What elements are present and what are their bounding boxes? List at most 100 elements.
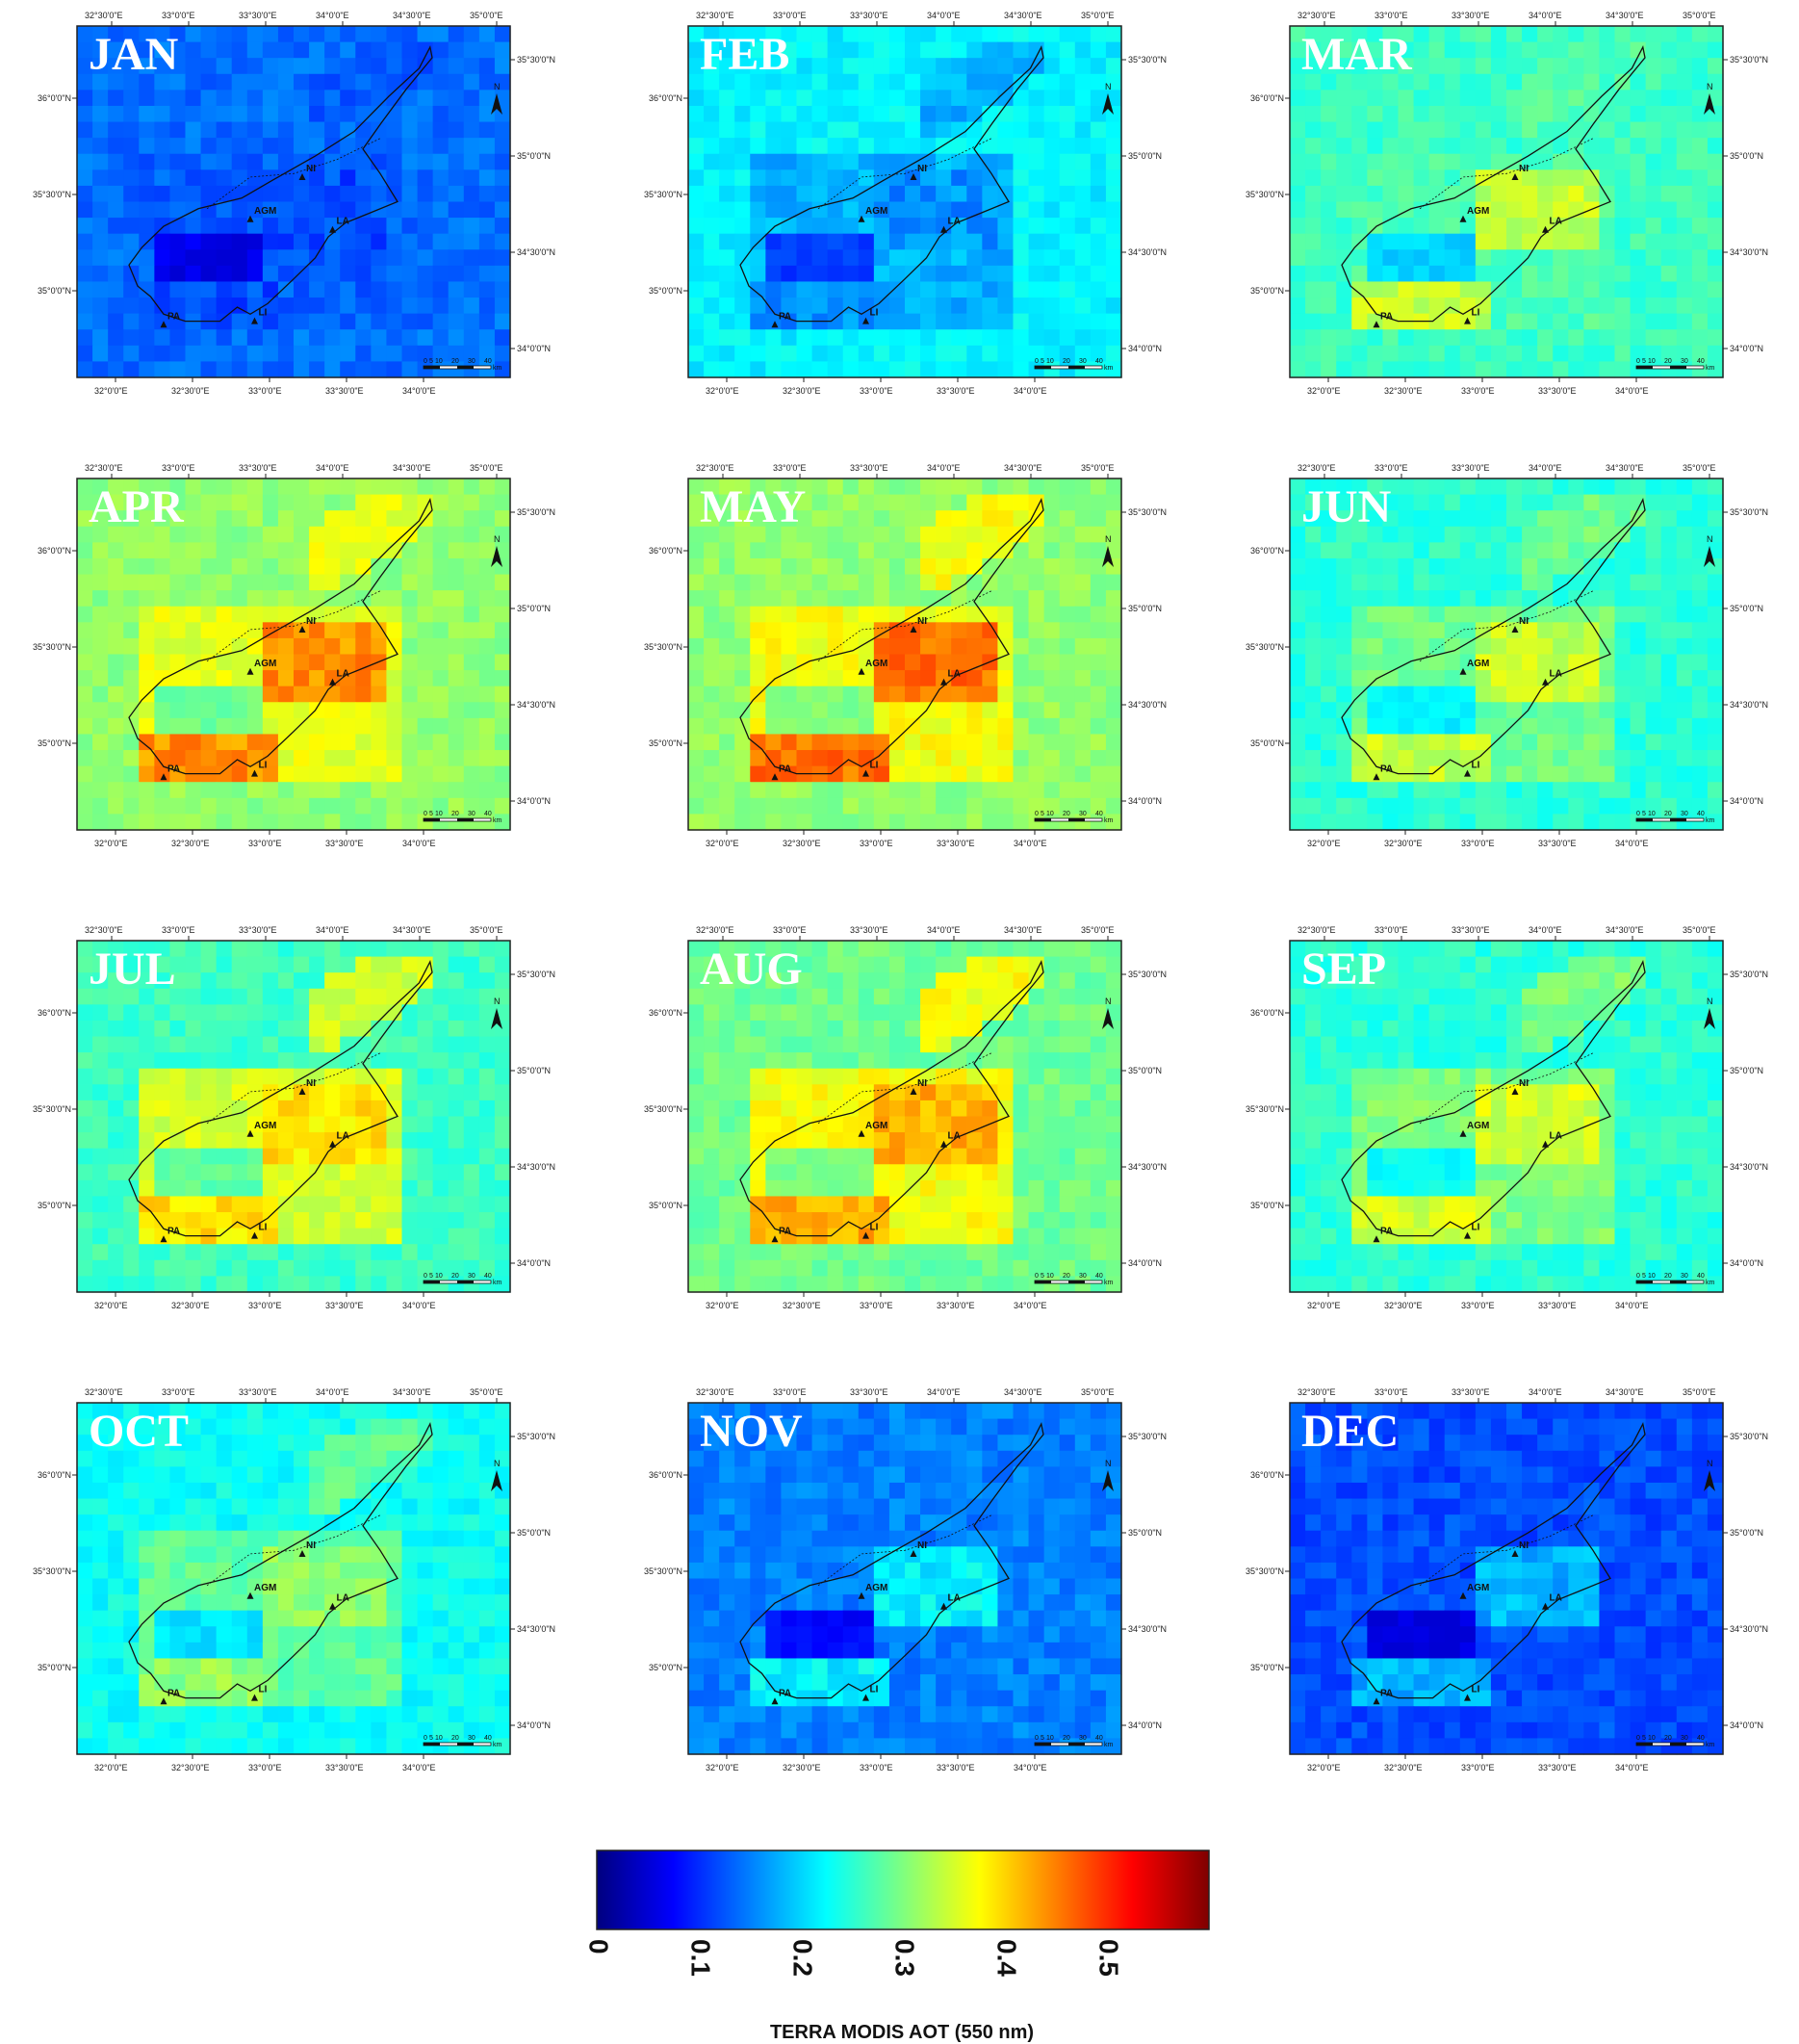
aot-pixel — [1059, 233, 1076, 250]
aot-pixel — [1090, 153, 1107, 170]
aot-pixel — [231, 1036, 248, 1053]
aot-pixel — [1028, 153, 1045, 170]
scale-bar-label: 5 — [429, 1273, 433, 1280]
aot-pixel — [154, 1052, 171, 1070]
aot-pixel — [478, 797, 496, 815]
aot-pixel — [842, 782, 860, 799]
aot-pixel — [1367, 313, 1384, 330]
aot-pixel — [309, 510, 325, 528]
aot-pixel — [1305, 557, 1322, 576]
aot-pixel — [1043, 510, 1061, 528]
aot-pixel — [371, 1244, 388, 1261]
aot-pixel — [873, 26, 890, 43]
aot-pixel — [108, 526, 124, 543]
aot-pixel — [123, 90, 140, 107]
cyprus-coastline — [739, 44, 1044, 323]
aot-pixel — [811, 185, 829, 203]
aot-pixel — [246, 73, 264, 91]
aot-pixel — [1553, 265, 1569, 283]
aot-pixel — [1522, 26, 1538, 43]
aot-pixel — [1568, 574, 1584, 591]
aot-pixel — [1614, 557, 1632, 576]
aot-pixel — [1351, 26, 1368, 43]
aot-pixel — [905, 1052, 921, 1070]
north-arrow-icon: N — [491, 82, 502, 115]
aot-pixel — [920, 329, 937, 347]
aot-pixel — [688, 73, 705, 91]
aot-pixel — [1645, 797, 1662, 815]
aot-pixel — [1522, 361, 1538, 378]
aot-pixel — [401, 557, 419, 576]
aot-pixel — [1568, 782, 1584, 799]
aot-pixel — [340, 313, 356, 330]
scale-bar-segment — [1636, 366, 1653, 369]
aot-pixel — [1490, 765, 1507, 783]
aot-pixel — [750, 750, 766, 767]
aot-pixel — [246, 265, 264, 283]
aot-pixel — [781, 637, 798, 656]
aot-pixel — [1382, 281, 1400, 298]
aot-pixel — [1444, 734, 1461, 751]
aot-pixel — [77, 797, 93, 815]
aot-pixel — [277, 479, 295, 496]
aot-pixel — [1398, 797, 1415, 815]
aot-pixel — [324, 734, 341, 751]
aot-pixel — [231, 1228, 248, 1245]
aot-pixel — [123, 654, 140, 671]
aot-pixel — [951, 479, 967, 496]
aot-pixel — [1707, 313, 1724, 330]
aot-pixel — [494, 1259, 511, 1278]
aot-pixel — [1028, 90, 1045, 107]
aot-pixel — [842, 73, 860, 91]
aot-pixel — [1321, 329, 1337, 347]
aot-pixel — [1305, 622, 1322, 639]
aot-pixel — [982, 73, 999, 91]
aot-pixel — [324, 1004, 341, 1022]
aot-pixel — [294, 526, 310, 543]
aot-pixel — [200, 1068, 218, 1085]
aot-pixel — [1553, 510, 1569, 528]
aot-pixel — [185, 1196, 202, 1213]
aot-pixel — [765, 782, 783, 799]
aot-pixel — [1537, 717, 1554, 736]
aot-pixel — [401, 138, 419, 155]
aot-pixel — [463, 249, 480, 267]
city-label: LI — [259, 761, 268, 771]
aot-pixel — [154, 988, 171, 1005]
aot-pixel — [1676, 298, 1693, 315]
aot-pixel — [1074, 105, 1092, 123]
aot-pixel — [139, 41, 155, 59]
aot-pixel — [294, 590, 310, 608]
aot-pixel — [1090, 750, 1107, 767]
aot-pixel — [246, 686, 264, 703]
scale-bar-unit: km — [1706, 817, 1715, 824]
aot-pixel — [185, 1100, 202, 1118]
aot-pixel — [1645, 233, 1662, 250]
aot-pixel — [355, 1020, 372, 1038]
aot-pixel — [154, 1084, 171, 1101]
aot-pixel — [951, 265, 967, 283]
aot-pixel — [1506, 637, 1523, 656]
aot-pixel — [1459, 121, 1477, 139]
aot-pixel — [719, 654, 735, 671]
aot-pixel — [463, 1148, 480, 1165]
aot-pixel — [1013, 622, 1030, 639]
aot-pixel — [401, 1212, 419, 1229]
aot-pixel — [139, 1036, 155, 1053]
aot-pixel — [463, 702, 480, 719]
aot-pixel — [936, 622, 952, 639]
aot-pixel — [1444, 637, 1461, 656]
aot-pixel — [1290, 218, 1306, 235]
aot-pixel — [1059, 702, 1076, 719]
aot-pixel — [688, 941, 705, 958]
aot-pixel — [1428, 654, 1446, 671]
aot-pixel — [309, 265, 325, 283]
aot-pixel — [324, 557, 341, 576]
aot-pixel — [811, 218, 829, 235]
aot-pixel — [494, 814, 511, 831]
aot-pixel — [448, 479, 465, 496]
aot-pixel — [324, 972, 341, 990]
aot-pixel — [1599, 26, 1616, 43]
aot-pixel — [123, 622, 140, 639]
